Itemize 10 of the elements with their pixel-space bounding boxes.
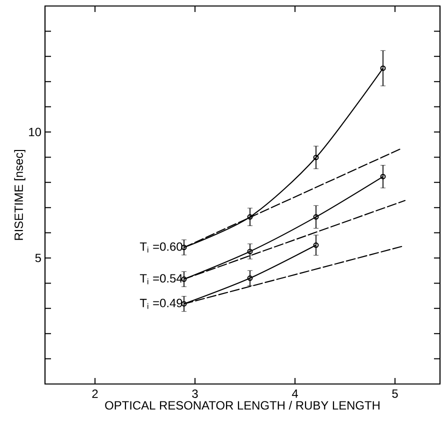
series-label: T$_{i}$ =0.54 xyxy=(140,274,182,284)
x-tick-label: 5 xyxy=(392,390,398,398)
series-label: T$_{i}$ =0.49 xyxy=(140,298,182,309)
x-tick-label: 3 xyxy=(192,390,198,398)
series-label: T$_{i}$ =0.60 xyxy=(140,242,182,252)
x-tick-label: 2 xyxy=(92,390,98,398)
x-axis-title: OPTICAL RESONATOR LENGTH / RUBY LENGTH xyxy=(105,400,380,410)
x-tick-label: 4 xyxy=(292,390,298,398)
y-tick-label: 10 xyxy=(29,128,42,136)
y-axis-title: RISETIME [nsec] xyxy=(14,150,26,240)
